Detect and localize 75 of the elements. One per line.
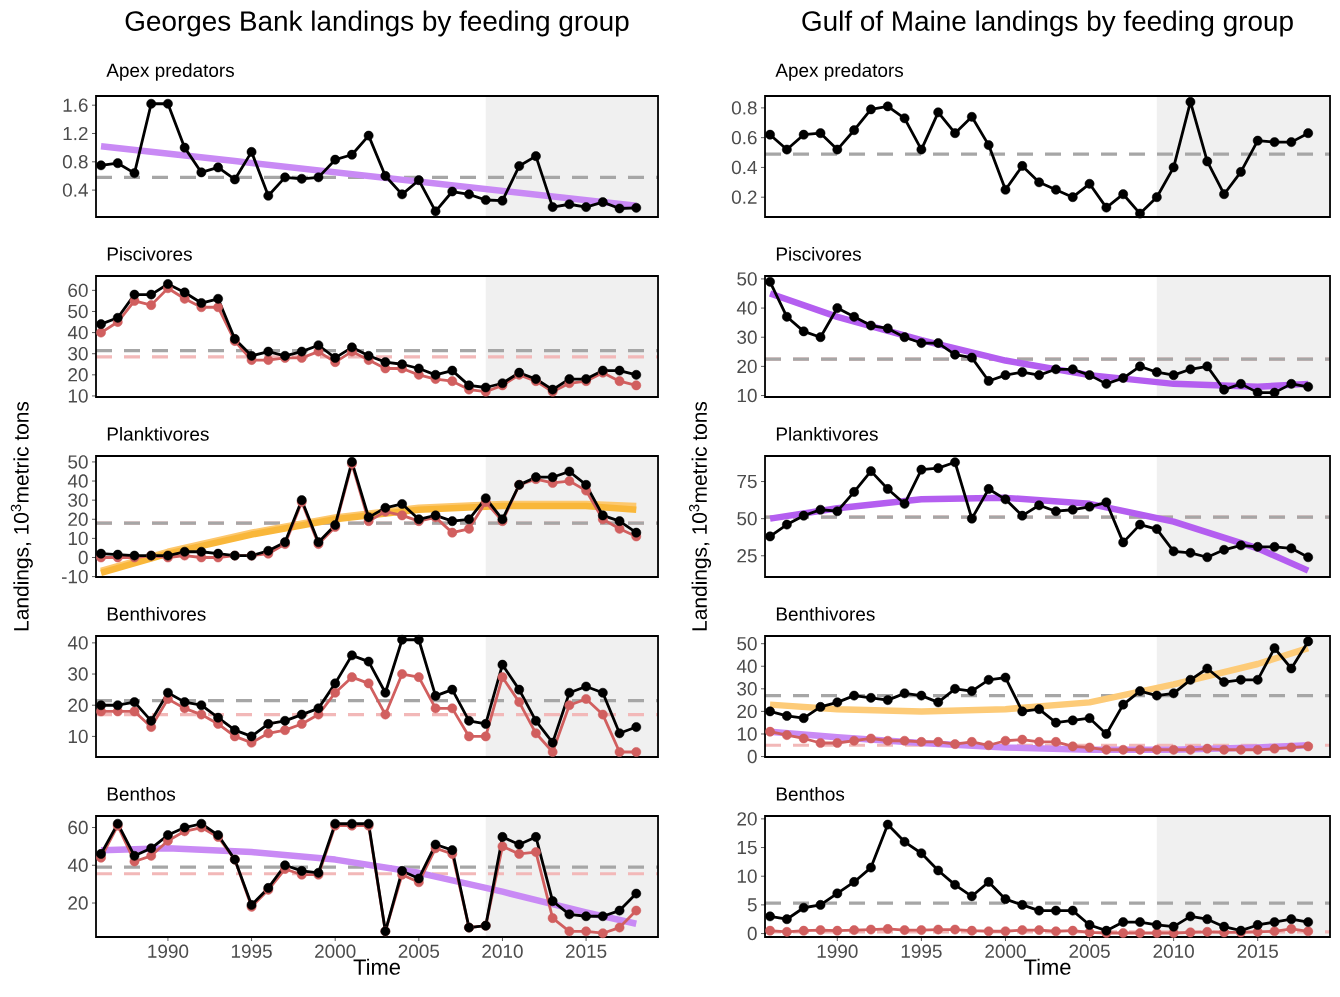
chart-subtitle: Apex predators [775, 63, 904, 81]
chart-subtitle: Piscivores [776, 246, 861, 261]
x-tick-label: 2005 [1069, 944, 1110, 958]
x-tick-label: 2005 [398, 944, 440, 958]
y-tick-label: 1.2 [63, 126, 88, 141]
y-tick-label: 20 [68, 896, 88, 910]
x-tick-label: 2000 [315, 944, 356, 958]
y-tick-label: 20 [737, 812, 757, 826]
y-tick-label: 0.6 [731, 130, 757, 145]
y-tick-label: 10 [737, 388, 757, 403]
chart-title: Georges Bank landings by feeding group [125, 10, 629, 37]
x-tick-label: 1995 [901, 944, 942, 958]
x-tick-label: 1995 [231, 944, 272, 958]
y-tick-label: 20 [68, 512, 88, 526]
x-tick-label: 2015 [565, 944, 607, 958]
y-tick-label: 1.6 [63, 98, 88, 112]
x-tick-label: 2010 [482, 944, 523, 958]
y-tick-label: 40 [736, 659, 757, 673]
y-tick-label: 40 [67, 636, 88, 650]
x-tick-label: 1990 [148, 944, 189, 958]
y-tick-label: 10 [68, 389, 88, 403]
y-tick-label: 40 [67, 858, 88, 872]
y-tick-label: 50 [68, 455, 88, 469]
x-tick-label: 2015 [1237, 944, 1278, 958]
x-tick-label: 2010 [1153, 944, 1194, 958]
y-tick-label: 60 [68, 820, 88, 835]
y-tick-label: 10 [68, 531, 88, 546]
y-tick-label: 60 [68, 283, 88, 298]
chart-subtitle: Planktivores [776, 426, 878, 441]
y-tick-label: 50 [737, 272, 757, 286]
y-tick-label: -10 [61, 569, 88, 584]
chart-subtitle: Benthos [107, 786, 176, 801]
chart-title: Gulf of Maine landings by feeding group [802, 10, 1293, 37]
y-tick-label: 75 [737, 474, 757, 489]
chart-subtitle: Benthos [776, 786, 845, 801]
y-tick-label: 0 [747, 749, 757, 764]
y-tick-label: 30 [68, 347, 88, 361]
y-tick-label: 10 [68, 729, 88, 744]
y-tick-label: 40 [736, 301, 757, 315]
y-tick-label: 0.8 [62, 155, 88, 169]
y-tick-label: 50 [68, 304, 88, 319]
x-tick-label: 2000 [985, 944, 1026, 958]
y-axis-title: Landings, 10$^{3}$metric tons [689, 401, 712, 631]
y-tick-label: 0.4 [62, 183, 88, 197]
y-tick-label: 0.2 [731, 190, 757, 204]
x-tick-label: 1990 [817, 944, 858, 958]
y-tick-label: 50 [737, 511, 757, 526]
y-tick-label: 20 [68, 698, 88, 712]
y-tick-label: 15 [737, 840, 757, 855]
y-tick-label: 10 [737, 869, 757, 883]
chart-subtitle: Planktivores [107, 426, 209, 441]
y-tick-label: 40 [67, 325, 88, 340]
y-tick-label: 30 [68, 493, 88, 507]
y-tick-label: 40 [67, 474, 88, 488]
y-tick-label: 20 [68, 368, 88, 382]
chart-subtitle: Benthivores [776, 606, 875, 621]
y-tick-label: 0 [78, 550, 88, 565]
y-tick-label: 50 [737, 636, 757, 651]
chart-subtitle: Piscivores [107, 246, 192, 261]
y-tick-label: 25 [737, 549, 757, 563]
y-tick-label: 0.4 [731, 160, 757, 175]
y-axis-title: Landings, 10$^{3}$metric tons [10, 401, 33, 631]
y-tick-label: 5 [747, 898, 757, 912]
y-tick-label: 0 [747, 926, 757, 941]
y-tick-label: 30 [737, 682, 757, 696]
y-tick-label: 20 [737, 704, 757, 719]
x-axis-title: Time [1024, 958, 1071, 975]
y-tick-label: 0.8 [731, 101, 757, 115]
chart-subtitle: Benthivores [107, 606, 206, 621]
y-tick-label: 30 [68, 667, 88, 681]
y-tick-label: 30 [737, 330, 757, 344]
y-tick-label: 20 [737, 359, 757, 374]
y-tick-label: 10 [737, 727, 757, 741]
chart-subtitle: Apex predators [106, 63, 234, 81]
x-axis-title: Time [353, 958, 400, 975]
